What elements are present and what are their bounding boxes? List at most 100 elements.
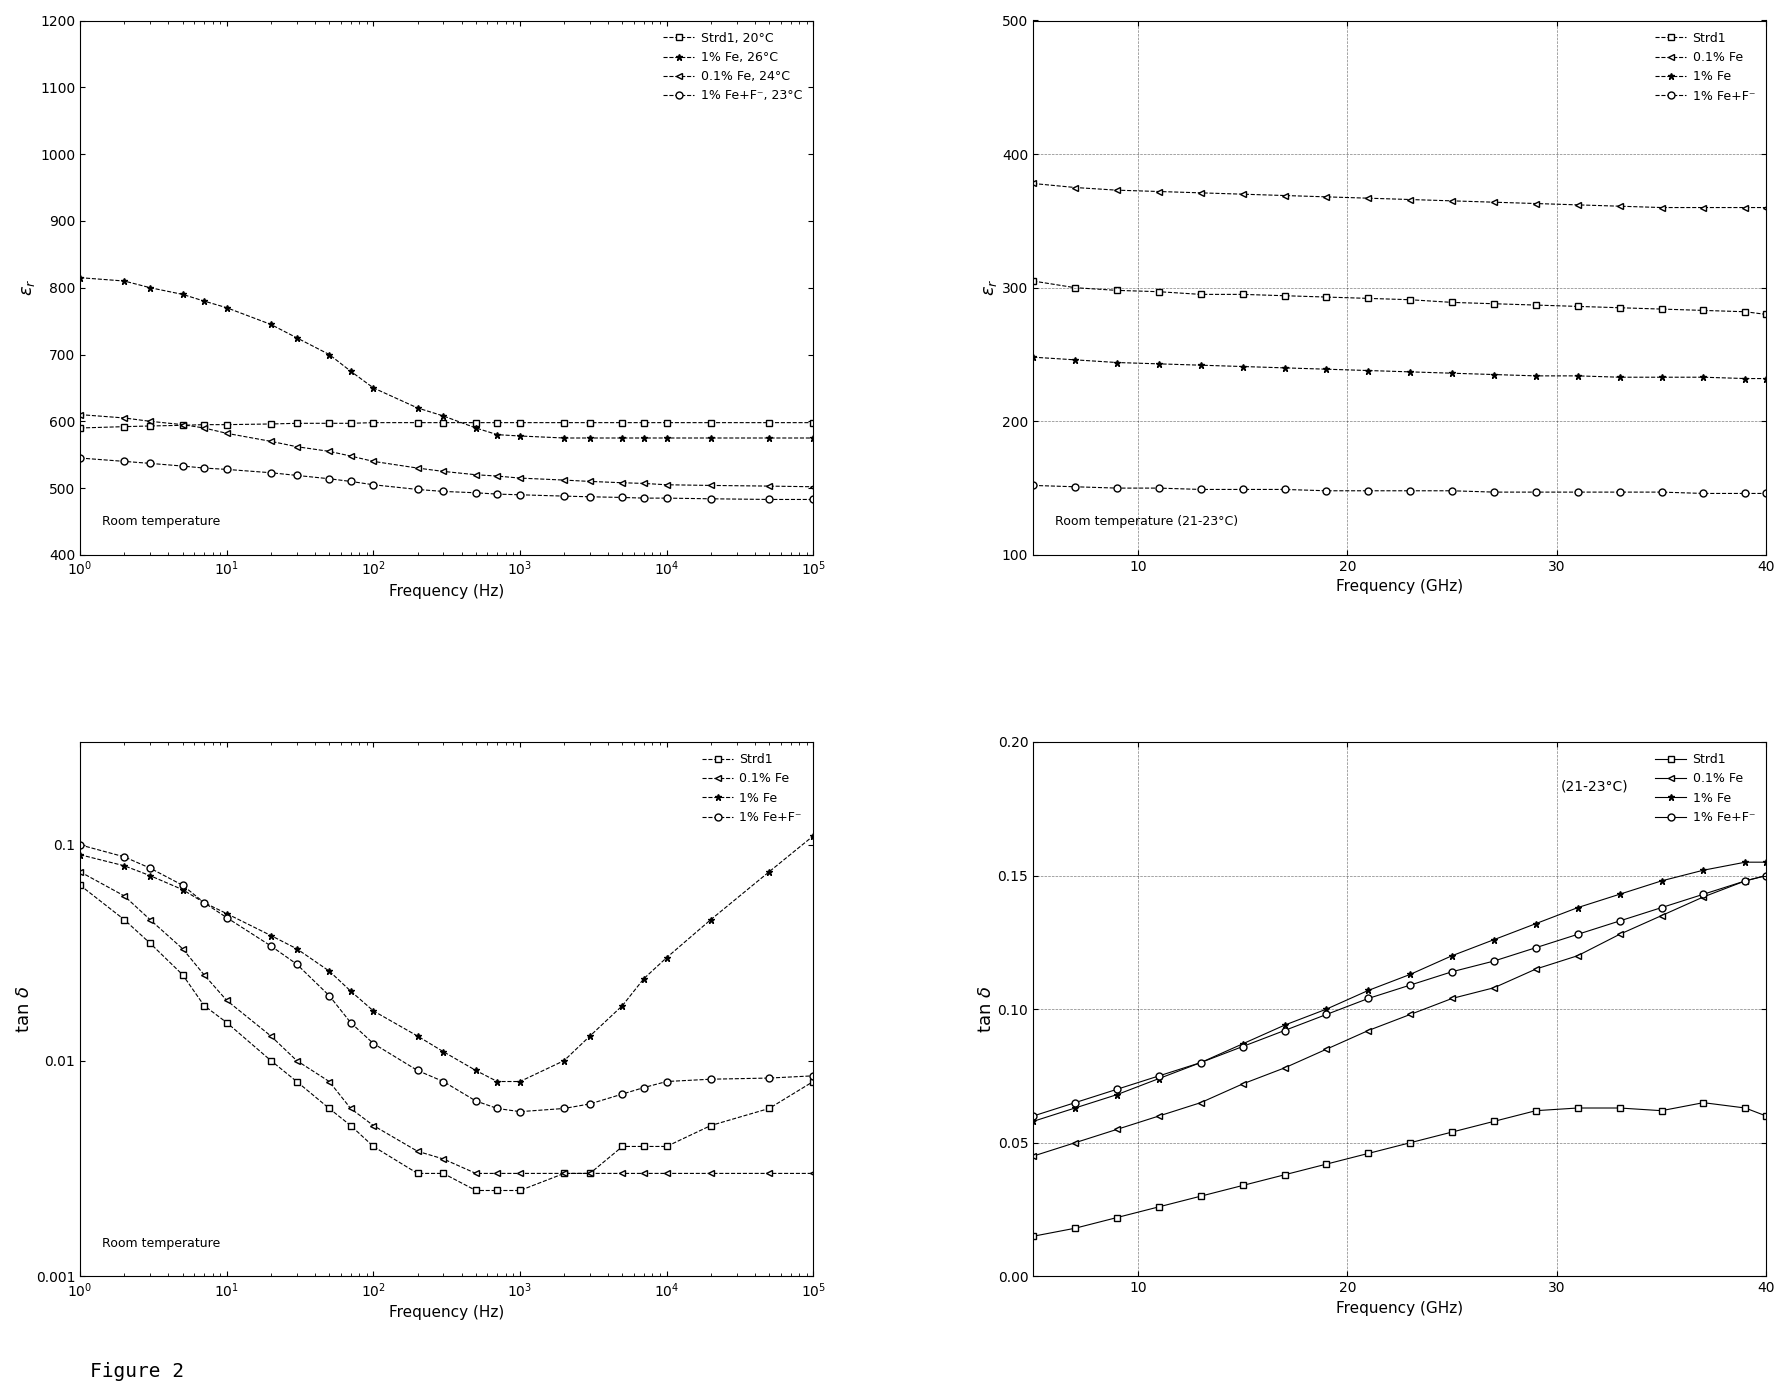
- 1% Fe, 26°C: [699, 430, 721, 447]
- 1% Fe+F⁻: [1274, 481, 1295, 498]
- Legend: Strd1, 20°C, 1% Fe, 26°C, 0.1% Fe, 24°C, 1% Fe+F⁻, 23°C: Strd1, 20°C, 1% Fe, 26°C, 0.1% Fe, 24°C,…: [658, 26, 807, 107]
- Y-axis label: $\varepsilon_r$: $\varepsilon_r$: [20, 280, 38, 296]
- 1% Fe+F⁻, 23°C: [655, 490, 676, 506]
- 1% Fe, 26°C: [508, 427, 530, 444]
- 0.1% Fe: [216, 992, 238, 1008]
- 1% Fe: [1064, 1100, 1086, 1117]
- 1% Fe+F⁻, 23°C: [508, 487, 530, 504]
- 1% Fe: [1064, 352, 1086, 369]
- 0.1% Fe, 24°C: [140, 413, 161, 430]
- 0.1% Fe, 24°C: [759, 477, 780, 494]
- 1% Fe+F⁻: [1147, 480, 1168, 497]
- Strd1: [487, 1182, 508, 1199]
- 1% Fe+F⁻: [340, 1014, 361, 1031]
- 1% Fe+F⁻: [1315, 1006, 1336, 1022]
- 0.1% Fe, 24°C: [318, 442, 340, 459]
- X-axis label: Frequency (GHz): Frequency (GHz): [1335, 579, 1462, 594]
- Strd1: [1190, 287, 1211, 303]
- 1% Fe: [1315, 1000, 1336, 1017]
- 1% Fe: [1608, 886, 1630, 903]
- Strd1: [1231, 1177, 1252, 1193]
- Strd1: [1356, 1145, 1378, 1161]
- Strd1: [612, 1138, 633, 1155]
- 0.1% Fe: [1524, 195, 1546, 211]
- 1% Fe: [1022, 1113, 1043, 1129]
- Line: 1% Fe: 1% Fe: [77, 832, 816, 1085]
- 0.1% Fe: [1231, 1075, 1252, 1092]
- Strd1: [1315, 1156, 1336, 1173]
- Line: 1% Fe+F⁻, 23°C: 1% Fe+F⁻, 23°C: [77, 455, 816, 504]
- Strd1: [1734, 303, 1755, 320]
- 1% Fe, 26°C: [340, 363, 361, 380]
- 1% Fe, 26°C: [801, 430, 823, 447]
- Strd1, 20°C: [113, 419, 134, 435]
- 1% Fe+F⁻: [1649, 484, 1671, 501]
- 1% Fe: [508, 1074, 530, 1091]
- Strd1: [465, 1182, 487, 1199]
- Strd1: [633, 1138, 655, 1155]
- 1% Fe+F⁻: [1524, 484, 1546, 501]
- 1% Fe: [1649, 369, 1671, 385]
- 0.1% Fe: [1231, 186, 1252, 203]
- Strd1, 20°C: [580, 415, 601, 431]
- Strd1, 20°C: [193, 416, 215, 433]
- 1% Fe+F⁻, 23°C: [70, 449, 91, 466]
- 1% Fe+F⁻: [433, 1074, 454, 1091]
- 1% Fe: [633, 971, 655, 988]
- 0.1% Fe: [1440, 990, 1462, 1007]
- Strd1: [759, 1100, 780, 1117]
- 1% Fe+F⁻: [1440, 964, 1462, 981]
- 0.1% Fe: [1022, 175, 1043, 192]
- Strd1: [340, 1117, 361, 1134]
- 1% Fe+F⁻, 23°C: [363, 476, 385, 492]
- 0.1% Fe: [1755, 199, 1776, 216]
- 1% Fe+F⁻: [1274, 1022, 1295, 1039]
- Strd1: [1649, 1102, 1671, 1118]
- Line: 1% Fe+F⁻: 1% Fe+F⁻: [77, 842, 816, 1116]
- 1% Fe: [1315, 360, 1336, 377]
- 1% Fe+F⁻: [286, 956, 308, 972]
- 1% Fe+F⁻: [1440, 483, 1462, 499]
- 1% Fe: [1106, 355, 1127, 371]
- Strd1: [1022, 1228, 1043, 1245]
- 1% Fe: [433, 1043, 454, 1060]
- 1% Fe: [406, 1028, 428, 1045]
- Strd1: [1608, 299, 1630, 316]
- 0.1% Fe, 24°C: [553, 472, 574, 488]
- Strd1, 20°C: [363, 415, 385, 431]
- 1% Fe+F⁻: [1565, 926, 1587, 943]
- Strd1: [1106, 282, 1127, 299]
- Line: 0.1% Fe: 0.1% Fe: [1029, 179, 1769, 211]
- Strd1: [193, 997, 215, 1014]
- 1% Fe: [1274, 359, 1295, 376]
- 0.1% Fe, 24°C: [406, 459, 428, 476]
- 1% Fe: [801, 828, 823, 844]
- 1% Fe: [1692, 369, 1714, 385]
- Strd1: [1692, 1095, 1714, 1111]
- 1% Fe+F⁻: [1315, 483, 1336, 499]
- 0.1% Fe: [140, 911, 161, 928]
- 1% Fe+F⁻: [318, 988, 340, 1004]
- 1% Fe: [699, 911, 721, 928]
- 1% Fe: [1755, 370, 1776, 387]
- Line: 0.1% Fe: 0.1% Fe: [1029, 872, 1769, 1160]
- 1% Fe, 26°C: [406, 399, 428, 416]
- 0.1% Fe, 24°C: [172, 416, 193, 433]
- 1% Fe: [1608, 369, 1630, 385]
- 0.1% Fe, 24°C: [286, 438, 308, 455]
- 0.1% Fe: [1274, 188, 1295, 204]
- 0.1% Fe: [508, 1166, 530, 1182]
- Strd1: [1565, 1100, 1587, 1117]
- Strd1: [1440, 1124, 1462, 1141]
- 1% Fe+F⁻, 23°C: [553, 488, 574, 505]
- Strd1: [318, 1100, 340, 1117]
- 0.1% Fe: [1524, 961, 1546, 978]
- 1% Fe+F⁻: [508, 1103, 530, 1120]
- Strd1: [259, 1052, 281, 1068]
- Strd1: [580, 1166, 601, 1182]
- 1% Fe, 26°C: [633, 430, 655, 447]
- Strd1: [1755, 1107, 1776, 1124]
- 1% Fe: [286, 940, 308, 957]
- 1% Fe+F⁻: [1399, 976, 1420, 993]
- 0.1% Fe, 24°C: [465, 466, 487, 483]
